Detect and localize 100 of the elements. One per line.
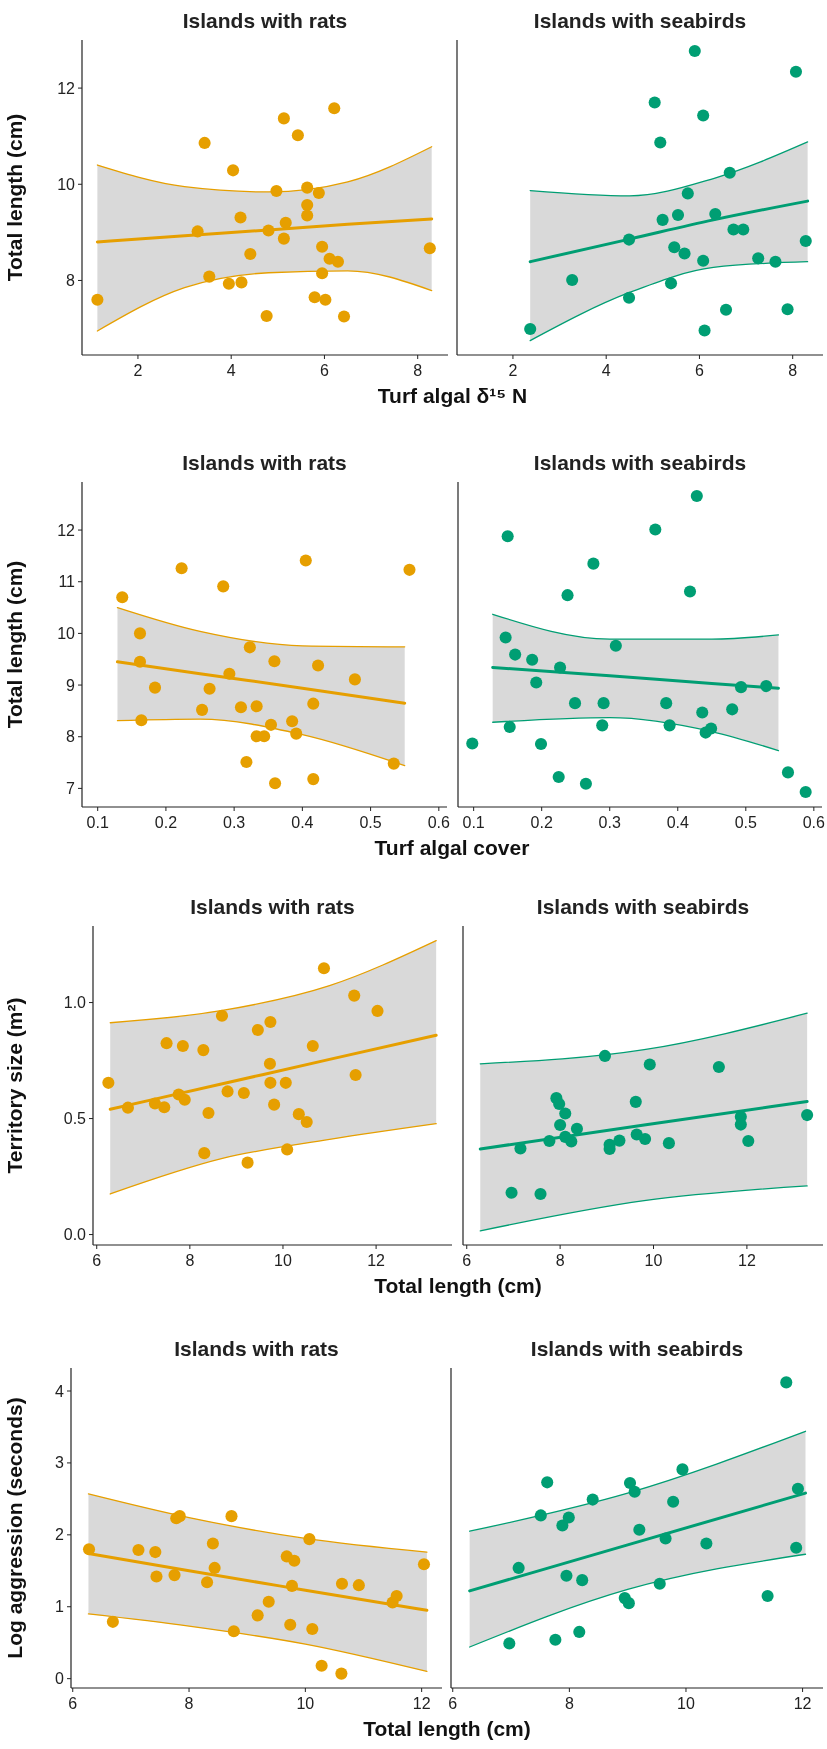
point bbox=[337, 310, 351, 323]
point bbox=[499, 631, 512, 644]
point bbox=[288, 1554, 301, 1567]
point bbox=[560, 1569, 573, 1582]
chart-title: Islands with rats bbox=[190, 895, 355, 918]
chart-title: Islands with seabirds bbox=[533, 9, 747, 32]
line-series bbox=[96, 270, 433, 332]
x-tick-label: 12 bbox=[737, 1252, 756, 1269]
x-tick-label: 0.5 bbox=[734, 814, 758, 831]
point bbox=[312, 659, 325, 672]
point bbox=[268, 1098, 281, 1111]
point bbox=[791, 1482, 804, 1495]
point bbox=[150, 1570, 163, 1583]
point bbox=[656, 213, 669, 226]
chart-title: Islands with rats bbox=[174, 1337, 339, 1360]
point bbox=[648, 96, 661, 109]
point bbox=[678, 247, 691, 260]
point bbox=[660, 697, 673, 710]
point bbox=[243, 641, 256, 654]
point bbox=[306, 1623, 319, 1636]
point bbox=[203, 270, 216, 283]
point bbox=[668, 241, 681, 254]
point bbox=[106, 1615, 119, 1628]
point bbox=[526, 653, 539, 666]
point bbox=[633, 1523, 646, 1536]
point bbox=[712, 1061, 725, 1074]
point bbox=[761, 1589, 774, 1602]
y-tick-label: 2 bbox=[55, 1526, 65, 1544]
point bbox=[576, 1574, 589, 1587]
point bbox=[149, 1546, 162, 1559]
point bbox=[319, 293, 332, 306]
point bbox=[534, 1187, 547, 1200]
point bbox=[769, 255, 782, 268]
x-tick-label: 0.1 bbox=[462, 814, 485, 831]
point bbox=[303, 1533, 316, 1546]
x-tick-label: 0.5 bbox=[359, 814, 382, 831]
x-tick-label: 6 bbox=[462, 1252, 472, 1269]
point bbox=[534, 737, 548, 750]
y-tick-label: 10 bbox=[57, 624, 76, 642]
y-tick-label: 9 bbox=[66, 676, 76, 694]
point bbox=[586, 1493, 599, 1506]
x-tick-label: 10 bbox=[296, 1695, 315, 1712]
x-tick-label: 12 bbox=[793, 1695, 812, 1712]
point bbox=[801, 1109, 814, 1122]
x-tick-label: 0.4 bbox=[666, 814, 689, 831]
point bbox=[654, 136, 667, 149]
point bbox=[335, 1667, 348, 1680]
point bbox=[196, 703, 209, 716]
x-tick-label: 2 bbox=[133, 362, 143, 379]
point bbox=[697, 109, 710, 122]
point bbox=[160, 1037, 173, 1050]
x-tick-label: 8 bbox=[555, 1252, 565, 1269]
point bbox=[541, 1476, 554, 1489]
point bbox=[676, 1463, 689, 1476]
point bbox=[534, 1509, 547, 1522]
point bbox=[291, 129, 304, 142]
point bbox=[244, 247, 257, 261]
line-series bbox=[87, 1613, 428, 1673]
point bbox=[91, 293, 104, 306]
point bbox=[683, 585, 697, 598]
chart-title: Islands with seabirds bbox=[533, 451, 747, 474]
point bbox=[609, 639, 622, 652]
x-tick-label: 0.2 bbox=[154, 814, 178, 831]
x-axis-title: Total length (cm) bbox=[374, 1274, 542, 1297]
point bbox=[260, 310, 273, 323]
point bbox=[698, 324, 711, 337]
x-tick-label: 8 bbox=[788, 362, 798, 379]
point bbox=[176, 1039, 189, 1052]
point bbox=[653, 1577, 666, 1590]
chart-title: Islands with rats bbox=[182, 451, 347, 474]
x-tick-label: 0.1 bbox=[86, 814, 109, 831]
point bbox=[596, 719, 609, 732]
point bbox=[501, 530, 514, 543]
point bbox=[348, 989, 361, 1002]
point bbox=[562, 1511, 575, 1524]
point bbox=[349, 1068, 362, 1081]
point bbox=[503, 720, 516, 733]
point bbox=[251, 1609, 264, 1622]
y-tick-label: 0.5 bbox=[63, 1110, 87, 1128]
y-tick-label: 1 bbox=[55, 1598, 65, 1616]
point bbox=[781, 303, 794, 316]
chart-title: Islands with seabirds bbox=[530, 1337, 744, 1360]
point bbox=[269, 777, 282, 790]
point bbox=[227, 1625, 240, 1638]
point bbox=[241, 1156, 254, 1169]
point bbox=[570, 1122, 583, 1135]
point bbox=[790, 1541, 803, 1554]
point bbox=[643, 1058, 656, 1071]
point bbox=[202, 1106, 215, 1120]
point bbox=[222, 277, 235, 290]
point bbox=[705, 722, 718, 735]
x-tick-label: 0.6 bbox=[427, 814, 451, 831]
point bbox=[307, 773, 320, 786]
point bbox=[623, 1477, 637, 1490]
point bbox=[102, 1076, 115, 1089]
point bbox=[667, 1495, 680, 1508]
x-tick-label: 10 bbox=[644, 1252, 663, 1269]
point bbox=[307, 697, 320, 710]
point bbox=[598, 1049, 611, 1062]
point bbox=[628, 1485, 641, 1498]
